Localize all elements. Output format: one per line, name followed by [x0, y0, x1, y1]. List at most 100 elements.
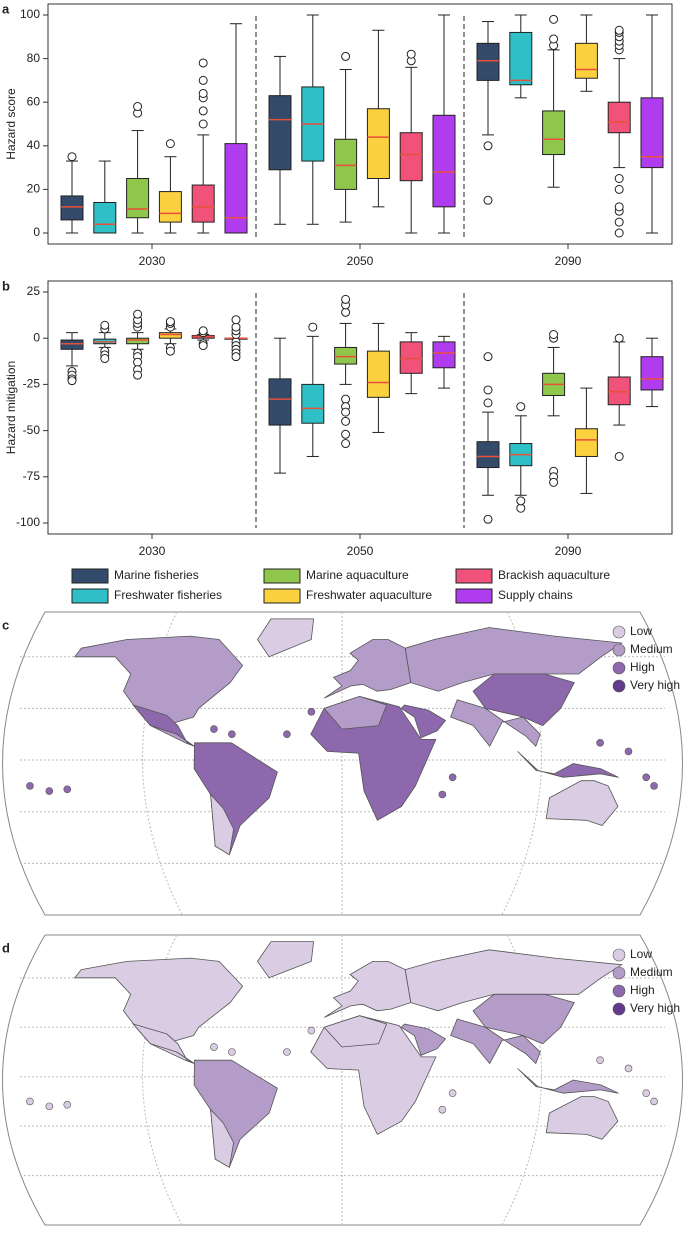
- outlier: [133, 102, 143, 112]
- box: [158, 332, 182, 339]
- legend-label: Marine fisheries: [114, 568, 199, 582]
- outlier: [198, 326, 208, 336]
- outlier: [198, 119, 208, 129]
- legend-swatch: [71, 568, 109, 584]
- outlier: [483, 514, 493, 524]
- island: [283, 1048, 291, 1056]
- box: [301, 383, 325, 424]
- outlier: [165, 317, 175, 327]
- legend-label: Low: [630, 947, 652, 961]
- country-region: [545, 1096, 619, 1140]
- box: [224, 143, 248, 234]
- outlier: [198, 75, 208, 85]
- y-tick-label: -75: [23, 469, 41, 483]
- legend-marker: [612, 661, 626, 675]
- x-tick-label: 2050: [347, 254, 374, 268]
- box: [607, 101, 631, 134]
- box: [509, 31, 533, 86]
- box: [366, 350, 390, 398]
- outlier: [516, 402, 526, 412]
- box: [191, 184, 215, 223]
- legend-label: Very high: [630, 678, 680, 692]
- outlier: [100, 320, 110, 330]
- x-tick-label: 2030: [139, 544, 166, 558]
- outlier: [341, 416, 351, 426]
- y-tick-label: -25: [23, 377, 41, 391]
- x-tick-label: 2090: [555, 254, 582, 268]
- legend-label: Supply chains: [498, 588, 573, 602]
- country-region: [210, 1108, 235, 1168]
- outlier: [198, 58, 208, 68]
- outlier: [308, 322, 318, 332]
- legend-swatch: [263, 568, 301, 584]
- panel-label: d: [2, 940, 10, 955]
- outlier: [614, 333, 624, 343]
- island: [283, 730, 291, 739]
- legend-marker: [612, 679, 626, 693]
- island: [642, 773, 650, 782]
- outlier: [341, 394, 351, 404]
- island: [26, 1097, 34, 1106]
- y-tick-label: 20: [27, 182, 41, 196]
- legend-swatch: [455, 568, 493, 584]
- outlier: [341, 407, 351, 417]
- island: [45, 1102, 54, 1111]
- panel-label: b: [2, 278, 10, 293]
- y-tick-label: 60: [27, 94, 41, 108]
- country-region: [400, 704, 447, 739]
- box: [476, 42, 500, 81]
- box: [476, 441, 500, 469]
- outlier: [483, 352, 493, 362]
- outlier: [133, 309, 143, 319]
- outlier: [67, 152, 77, 162]
- outlier: [516, 503, 526, 513]
- island: [642, 1089, 650, 1097]
- island: [307, 1026, 316, 1035]
- legend-swatch: [455, 588, 493, 604]
- island: [650, 1097, 658, 1106]
- y-tick-label: 25: [27, 284, 41, 298]
- legend-marker: [612, 948, 626, 962]
- island: [650, 782, 658, 790]
- x-tick-label: 2050: [347, 544, 374, 558]
- box: [60, 339, 84, 350]
- box: [607, 376, 631, 406]
- island: [210, 725, 218, 733]
- outlier: [231, 322, 241, 332]
- island: [596, 739, 604, 747]
- box: [640, 356, 664, 391]
- island: [45, 787, 54, 795]
- y-tick-label: 80: [27, 51, 41, 65]
- y-tick-label: 40: [27, 138, 41, 152]
- outlier: [549, 14, 559, 24]
- y-tick-label: 0: [33, 225, 40, 239]
- country-region: [517, 751, 619, 778]
- country-region: [545, 780, 619, 826]
- country-region: [132, 704, 195, 747]
- country-region: [404, 627, 623, 692]
- outlier: [341, 429, 351, 439]
- box: [268, 378, 292, 426]
- y-tick-label: -100: [16, 515, 40, 529]
- box: [640, 97, 664, 169]
- y-tick-label: 100: [20, 7, 40, 21]
- legend-label: High: [630, 660, 655, 674]
- legend-label: Medium: [630, 965, 673, 979]
- legend-label: Low: [630, 624, 652, 638]
- outlier: [341, 307, 351, 317]
- legend-label: Marine aquaculture: [306, 568, 409, 582]
- outlier: [133, 370, 143, 380]
- box: [334, 346, 358, 365]
- island: [26, 782, 34, 790]
- legend-marker: [612, 625, 626, 639]
- country-region: [323, 1015, 388, 1048]
- country-region: [472, 993, 575, 1045]
- outlier: [341, 439, 351, 449]
- country-region: [517, 1068, 619, 1094]
- outlier: [549, 34, 559, 44]
- legend-marker: [612, 643, 626, 657]
- outlier: [341, 294, 351, 304]
- outlier: [165, 139, 175, 149]
- outlier: [341, 51, 351, 61]
- island: [307, 708, 316, 716]
